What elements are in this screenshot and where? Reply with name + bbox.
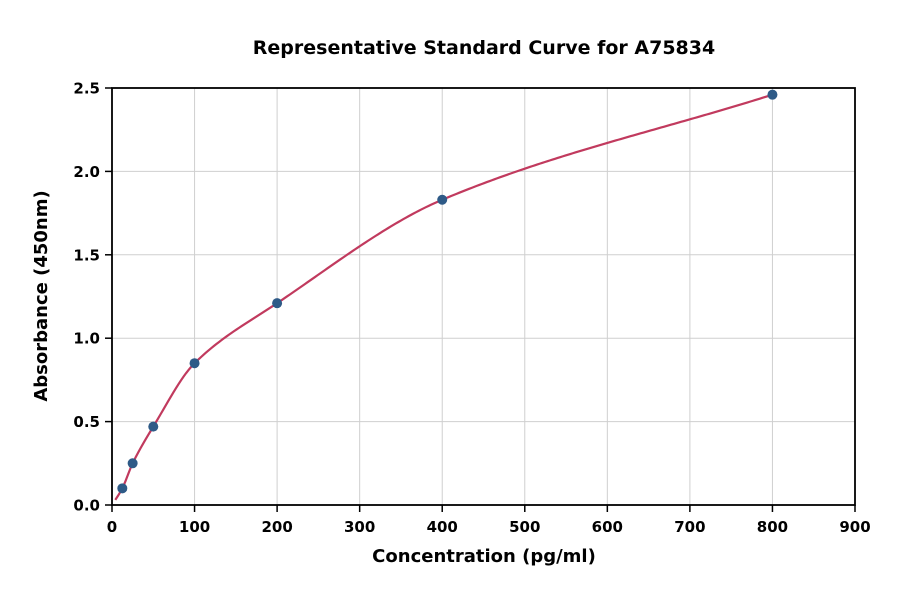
x-tick-label: 800: [757, 518, 788, 536]
x-tick-label: 0: [107, 518, 117, 536]
x-tick-label: 900: [839, 518, 870, 536]
x-tick-label: 300: [344, 518, 375, 536]
x-tick-label: 400: [427, 518, 458, 536]
fitted-curve-line: [114, 93, 773, 501]
x-tick-label: 700: [674, 518, 705, 536]
data-point: [127, 458, 138, 469]
y-tick-label: 2.0: [73, 163, 100, 181]
y-tick-label: 1.0: [73, 330, 100, 348]
y-tick-label: 2.5: [73, 80, 100, 98]
data-point: [189, 358, 200, 369]
data-point: [272, 298, 283, 309]
data-point: [117, 483, 128, 494]
tick-labels: 0 100 200 300 400 500 600 700 800 900 0.0 0.5 1.0 1.5…: [73, 80, 870, 537]
chart-title: Representative Standard Curve for A75834: [253, 37, 715, 59]
data-point: [148, 421, 159, 432]
y-axis-label: Absorbance (450nm): [31, 190, 52, 401]
x-tick-label: 500: [509, 518, 540, 536]
x-tick-label: 200: [261, 518, 292, 536]
x-axis-label: Concentration (pg/ml): [372, 546, 596, 567]
y-tick-label: 0.5: [73, 413, 100, 431]
plot-frame: [111, 87, 856, 506]
data-point: [767, 89, 778, 100]
grid-lines: [111, 87, 856, 506]
data-point: [437, 194, 448, 205]
y-tick-label: 0.0: [73, 497, 100, 515]
plot-border: [111, 87, 856, 506]
data-points: [117, 89, 778, 494]
y-tick-label: 1.5: [73, 246, 100, 264]
axis-ticks: [105, 87, 856, 512]
x-tick-label: 100: [179, 518, 210, 536]
x-tick-label: 600: [592, 518, 623, 536]
